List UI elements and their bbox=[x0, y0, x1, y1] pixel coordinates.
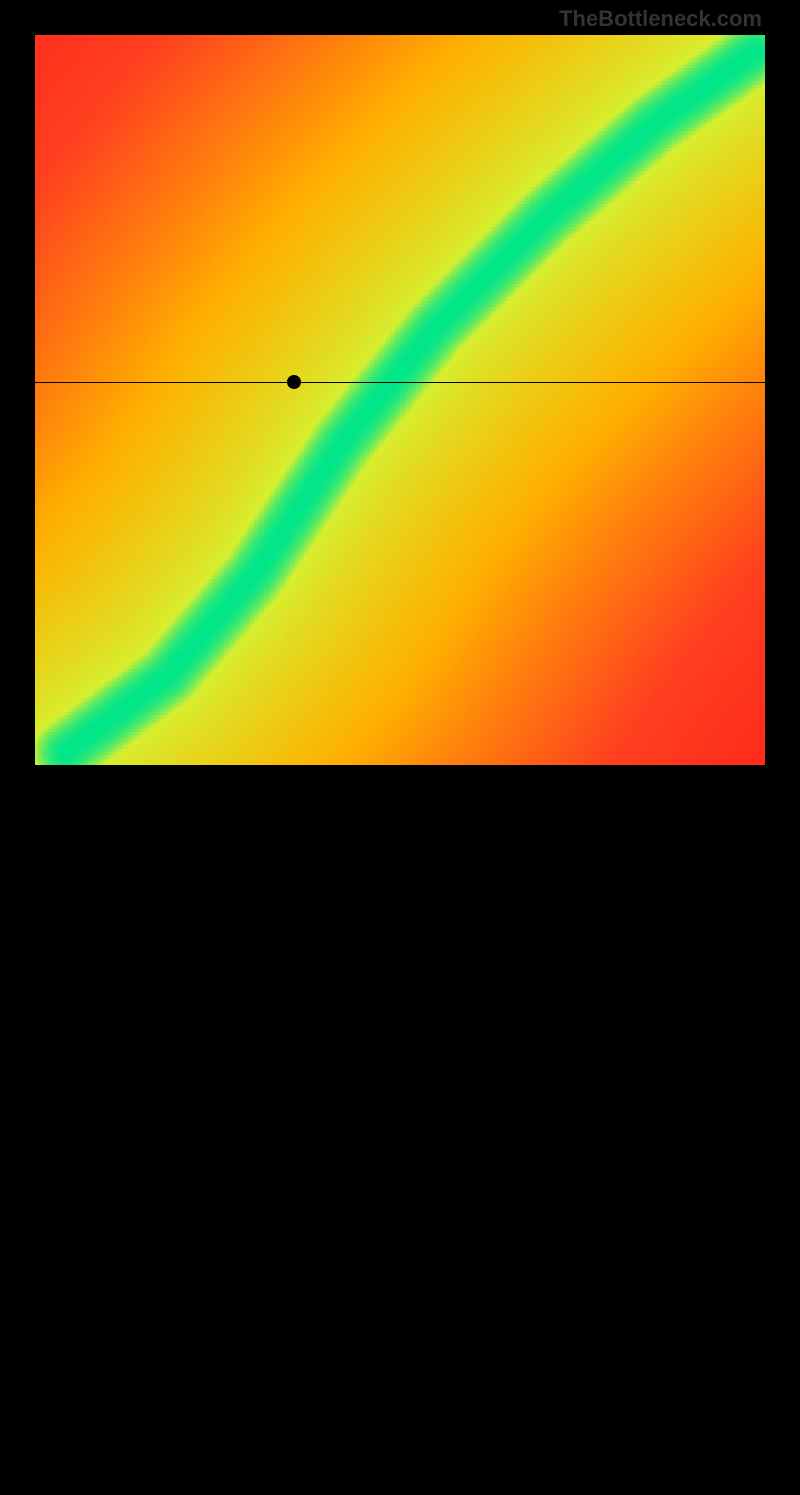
data-point-marker bbox=[287, 375, 301, 389]
plot-area bbox=[35, 35, 765, 765]
bottleneck-heatmap bbox=[35, 35, 765, 765]
crosshair-vertical bbox=[294, 765, 295, 1495]
crosshair-horizontal bbox=[35, 382, 765, 383]
watermark-text: TheBottleneck.com bbox=[559, 6, 762, 32]
